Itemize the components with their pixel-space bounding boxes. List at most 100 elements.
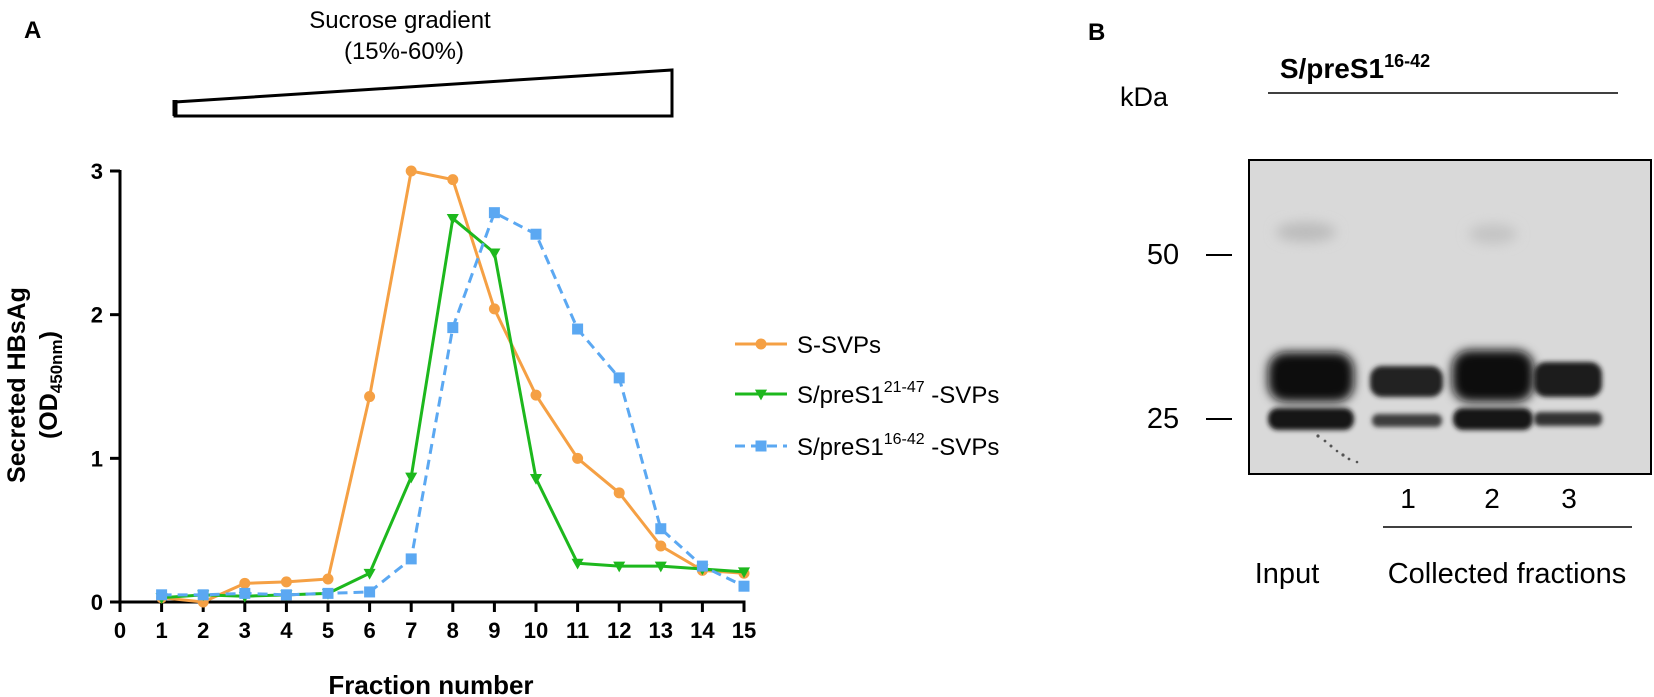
data-point <box>405 165 417 177</box>
legend-item-3: S/preS116-42 -SVPs <box>735 431 999 461</box>
x-tick-label: 12 <box>607 618 631 643</box>
y-axis-label-main: Secreted HBsAg <box>3 287 31 483</box>
panel-b-label: B <box>1088 19 1105 46</box>
legend-label: S-SVPs <box>797 332 881 359</box>
band-lane-3-upper <box>1534 362 1602 397</box>
blot-title-main: S/preS1 <box>1280 53 1384 84</box>
legend-label-sup: 16-42 <box>884 431 925 448</box>
band-lane-2-upper <box>1452 350 1534 402</box>
legend-item-2: S/preS121-47 -SVPs <box>735 379 999 409</box>
series-line <box>161 169 745 604</box>
faint-band-input <box>1276 222 1336 242</box>
band-lane-2-lower <box>1453 408 1533 430</box>
band-lane-1-upper <box>1370 366 1443 397</box>
x-tick-label: 10 <box>524 618 548 643</box>
y-unit-sub: 450nm <box>47 339 66 393</box>
x-tick-label: 7 <box>405 618 417 643</box>
x-tick-label: 5 <box>322 618 334 643</box>
data-point <box>488 207 500 219</box>
data-point <box>613 561 626 573</box>
data-point <box>571 558 584 570</box>
x-tick-label: 9 <box>488 618 500 643</box>
y-tick-label: 2 <box>91 303 103 328</box>
legend-label-suffix: -SVPs <box>925 382 1000 409</box>
data-point <box>613 487 625 499</box>
input-label: Input <box>1255 558 1320 590</box>
data-point <box>654 561 667 573</box>
faint-band-lane-2 <box>1469 224 1517 244</box>
sucrose-gradient: Sucrose gradient (15%-60%) <box>172 7 674 118</box>
x-tick-label: 11 <box>566 618 589 643</box>
series-line <box>161 211 745 597</box>
data-point <box>529 474 543 485</box>
data-point <box>447 174 459 186</box>
blot-specks <box>1316 434 1359 464</box>
x-tick-label: 13 <box>649 618 673 643</box>
data-point <box>239 587 251 599</box>
data-point <box>613 372 625 384</box>
gradient-title-line2: (15%-60%) <box>344 38 464 65</box>
data-point <box>322 587 334 599</box>
legend-label-main: S/preS1 <box>797 434 884 461</box>
kda-label: kDa <box>1120 82 1169 112</box>
data-point <box>572 452 584 464</box>
data-point <box>655 540 667 552</box>
x-tick-label: 0 <box>114 618 126 643</box>
marker-25-label: 25 <box>1147 403 1179 435</box>
x-tick-label: 1 <box>155 618 167 643</box>
legend-marker <box>755 338 767 350</box>
data-point <box>405 553 417 565</box>
data-point <box>280 576 292 588</box>
x-tick-label: 3 <box>239 618 251 643</box>
x-tick-label: 6 <box>363 618 375 643</box>
data-point <box>364 391 376 403</box>
x-tick-label: 15 <box>732 618 756 643</box>
data-point <box>530 228 542 240</box>
gradient-title-line1: Sucrose gradient <box>309 7 491 34</box>
data-point <box>405 472 418 484</box>
legend-label-main: S-SVPs <box>797 332 881 359</box>
legend-label-sup: 21-47 <box>884 379 925 396</box>
x-tick-label: 2 <box>197 618 209 643</box>
y-tick-label: 3 <box>91 159 103 184</box>
series-3 <box>156 207 750 601</box>
x-tick-label: 4 <box>280 618 293 643</box>
data-point <box>364 586 376 598</box>
data-point <box>363 568 376 580</box>
western-blot <box>1248 159 1652 475</box>
x-tick-label: 8 <box>447 618 459 643</box>
band-input-lower <box>1268 408 1354 430</box>
data-point <box>488 248 501 260</box>
blot-title-sup: 16-42 <box>1384 51 1430 71</box>
y-unit-prefix: (OD <box>35 393 63 439</box>
lane-number-1: 1 <box>1400 483 1416 514</box>
x-tick-label: 14 <box>690 618 715 643</box>
band-lane-3-lower <box>1534 412 1602 426</box>
series-1 <box>156 165 750 608</box>
legend-label-main: S/preS1 <box>797 382 884 409</box>
legend-item-1: S-SVPs <box>735 332 881 359</box>
data-point <box>322 573 334 585</box>
data-point <box>738 580 750 592</box>
x-axis-label: Fraction number <box>328 670 533 697</box>
panel-a-label: A <box>24 17 41 44</box>
blot-title: S/preS116-42 <box>1280 51 1430 84</box>
lane-number-2: 2 <box>1484 483 1500 514</box>
panel-b: B S/preS116-42 kDa 50 25 <box>1088 19 1652 590</box>
marker-50-label: 50 <box>1147 239 1179 271</box>
data-point <box>197 589 209 601</box>
legend-label-suffix: -SVPs <box>925 434 1000 461</box>
legend-label: S/preS121-47 -SVPs <box>797 379 999 409</box>
legend-marker <box>755 440 767 452</box>
lane-number-3: 3 <box>1561 483 1577 514</box>
band-input-upper <box>1268 352 1354 402</box>
data-point <box>572 323 584 335</box>
data-point <box>488 303 500 315</box>
data-point <box>446 214 459 225</box>
chart-series <box>155 165 751 608</box>
